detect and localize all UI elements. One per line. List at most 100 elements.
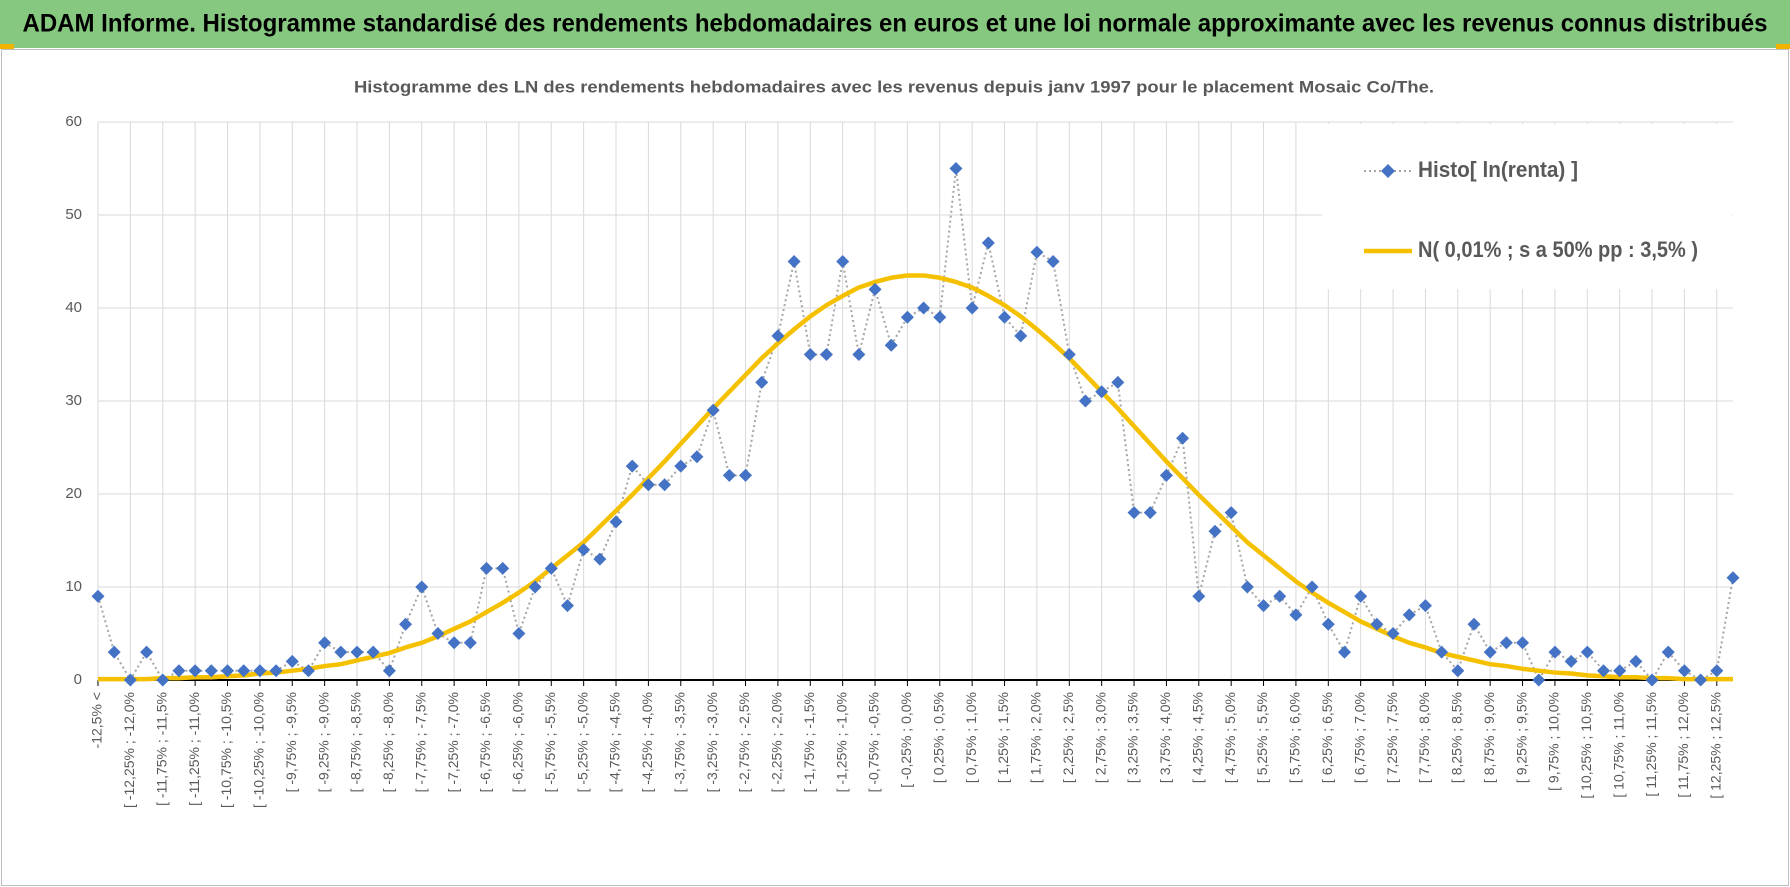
data-point <box>140 645 154 659</box>
y-tick-label: 50 <box>65 206 82 223</box>
data-point <box>1273 589 1287 603</box>
x-tick-label: [ -4,75% ; -4,5% <box>607 692 623 792</box>
x-tick-label: [ -5,25% ; -5,0% <box>574 692 590 792</box>
x-tick-label: [ 10,75% ; 11,0% <box>1610 692 1626 798</box>
data-point <box>123 673 137 687</box>
x-tick-label: [ -1,25% ; -1,0% <box>833 692 849 792</box>
data-point <box>1726 571 1740 585</box>
data-point <box>1030 245 1044 259</box>
data-point <box>658 478 672 492</box>
data-point <box>1580 645 1594 659</box>
x-tick-label: [ -11,25% ; -11,0% <box>186 692 202 806</box>
corner-mark <box>0 44 14 49</box>
data-point <box>221 664 235 678</box>
chart-subtitle: Histogramme des LN des rendements hebdom… <box>354 77 1434 96</box>
data-point <box>625 459 639 473</box>
data-point <box>1143 506 1157 520</box>
data-point <box>1402 608 1416 622</box>
data-point <box>1192 589 1206 603</box>
data-point <box>350 645 364 659</box>
data-point <box>1176 431 1190 445</box>
data-point <box>641 478 655 492</box>
data-point <box>577 543 591 557</box>
data-point <box>900 310 914 324</box>
data-point <box>318 636 332 650</box>
x-tick-label: [ 1,75% ; 2,0% <box>1028 692 1044 783</box>
x-tick-label: [ -2,75% ; -2,5% <box>736 692 752 792</box>
corner-mark <box>1776 44 1790 49</box>
data-point <box>739 468 753 482</box>
y-tick-label: 0 <box>74 671 82 688</box>
legend-marker <box>1381 164 1395 178</box>
data-point <box>399 617 413 631</box>
x-tick-label: [ 2,75% ; 3,0% <box>1092 692 1108 783</box>
grid: -12,5% < [ -12,25% ; -12,0% [ -11,75% ; -1… <box>65 113 1733 808</box>
data-point <box>787 255 801 268</box>
x-tick-label: [ 9,75% ; 10,0% <box>1546 692 1562 791</box>
data-point <box>1224 506 1238 520</box>
data-point <box>1532 673 1546 687</box>
data-point <box>1629 654 1643 668</box>
x-tick-label: [ 11,75% ; 12,0% <box>1675 692 1691 798</box>
data-point <box>1564 654 1578 668</box>
data-point <box>949 162 963 175</box>
data-point <box>172 664 186 678</box>
data-point <box>593 552 607 566</box>
x-tick-label: [ -6,25% ; -6,0% <box>510 692 526 792</box>
data-point <box>706 403 720 417</box>
data-point <box>1694 673 1708 687</box>
chart-title: ADAM Informe. Histogramme standardisé de… <box>23 10 1768 38</box>
x-tick-label: [ -4,25% ; -4,0% <box>639 692 655 792</box>
x-tick-label: [ -8,75% ; -8,5% <box>348 692 364 792</box>
data-point <box>1645 673 1659 687</box>
x-tick-label: [ -2,25% ; -2,0% <box>769 692 785 792</box>
data-point <box>301 664 315 678</box>
data-point <box>852 348 866 361</box>
legend-label: N( 0,01% ; s a 50% pp : 3,5% ) <box>1418 237 1698 262</box>
x-tick-label: [ 5,25% ; 5,5% <box>1254 692 1270 783</box>
x-tick-label: [ -12,25% ; -12,0% <box>121 692 137 808</box>
y-tick-label: 10 <box>65 578 82 595</box>
x-tick-label: [ -9,25% ; -9,0% <box>315 692 331 792</box>
data-point <box>998 310 1012 324</box>
data-point <box>755 375 769 389</box>
x-tick-label: [ -0,25% ; 0,0% <box>898 692 914 788</box>
data-point <box>1159 468 1173 482</box>
x-tick-label: [ 12,25% ; 12,5% <box>1708 692 1724 799</box>
x-tick-label: [ 3,75% ; 4,0% <box>1157 692 1173 783</box>
data-point <box>204 664 218 678</box>
x-tick-label: [ -11,75% ; -11,5% <box>153 692 169 806</box>
x-tick-label: [ 7,25% ; 7,5% <box>1384 692 1400 783</box>
y-tick-label: 30 <box>65 392 82 409</box>
data-point <box>1661 645 1675 659</box>
data-point <box>1240 580 1254 594</box>
x-tick-label: [ -6,75% ; -6,5% <box>477 692 493 792</box>
y-tick-label: 20 <box>65 485 82 502</box>
data-point <box>237 664 251 678</box>
data-point <box>560 599 574 613</box>
data-point <box>836 255 850 268</box>
data-point <box>1451 664 1465 678</box>
data-point <box>917 301 931 315</box>
data-point <box>544 561 558 575</box>
data-point <box>528 580 542 594</box>
x-tick-label: [ 2,25% ; 2,5% <box>1060 692 1076 783</box>
data-point <box>1418 599 1432 613</box>
series-line <box>98 273 1733 682</box>
x-tick-label: [ 9,25% ; 9,5% <box>1513 692 1529 783</box>
data-point <box>981 236 995 250</box>
data-point <box>609 515 623 529</box>
x-tick-label: [ 1,25% ; 1,5% <box>995 692 1011 783</box>
x-tick-label: [ -10,25% ; -10,0% <box>251 692 267 808</box>
y-tick-label: 40 <box>65 299 82 316</box>
x-tick-label: [ 6,25% ; 6,5% <box>1319 692 1335 783</box>
data-point <box>965 301 979 315</box>
x-tick-label: [ 10,25% ; 10,5% <box>1578 692 1594 799</box>
data-point <box>1046 255 1060 268</box>
data-point <box>285 654 299 668</box>
data-point <box>1078 394 1092 408</box>
legend: Histo[ ln(renta) ] N( 0,01% ; s a 50% pp … <box>1322 124 1732 289</box>
x-tick-label: -12,5% < <box>89 692 105 748</box>
x-tick-label: [ 11,25% ; 11,5% <box>1643 692 1659 797</box>
data-point <box>1014 329 1028 343</box>
